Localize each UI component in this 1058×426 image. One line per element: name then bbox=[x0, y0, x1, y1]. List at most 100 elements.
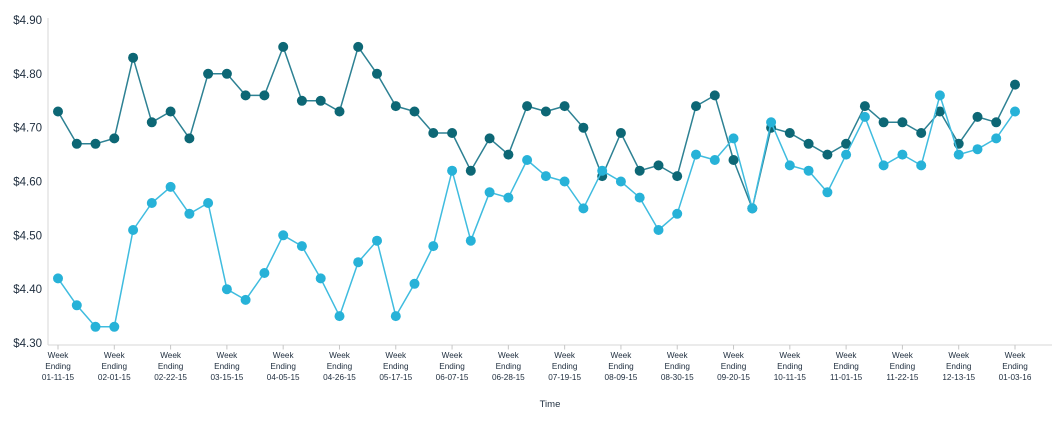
x-axis-tick-label: Week Ending 12-13-15 bbox=[942, 351, 975, 382]
dark-teal-series-point bbox=[296, 95, 307, 106]
light-blue-series-point bbox=[353, 257, 364, 268]
light-blue-series-point bbox=[784, 160, 795, 171]
dark-teal-series-point bbox=[916, 128, 927, 138]
light-blue-series-point bbox=[165, 181, 176, 192]
dark-teal-series-point bbox=[897, 117, 908, 128]
light-blue-series-point bbox=[841, 149, 852, 160]
y-axis-tick-label: $4.40 bbox=[13, 284, 42, 296]
dark-teal-series-point bbox=[540, 106, 551, 117]
light-blue-series-point bbox=[878, 160, 889, 171]
light-blue-series-point bbox=[409, 278, 420, 289]
y-axis-tick-label: $4.80 bbox=[13, 69, 42, 81]
light-blue-series-point bbox=[653, 225, 664, 235]
dark-teal-series-point bbox=[784, 128, 795, 138]
light-blue-series-point bbox=[672, 208, 683, 219]
light-blue-series-point bbox=[128, 225, 139, 235]
dark-teal-series-point bbox=[278, 41, 289, 52]
x-axis-tick-label: Week Ending 04-05-15 bbox=[267, 351, 300, 382]
light-blue-series-point bbox=[428, 241, 439, 252]
y-axis-tick-label: $4.60 bbox=[13, 177, 42, 189]
dark-teal-series-point bbox=[71, 138, 82, 149]
light-blue-series-point bbox=[184, 208, 195, 219]
dark-teal-series-point bbox=[672, 171, 683, 182]
x-axis-tick-label: Week Ending 01-11-15 bbox=[42, 351, 75, 382]
dark-teal-series-point bbox=[315, 95, 326, 106]
x-axis-tick-label: Week Ending 03-15-15 bbox=[210, 351, 243, 382]
x-axis-tick-label: Week Ending 05-17-15 bbox=[379, 351, 412, 382]
dark-teal-series-point bbox=[503, 149, 514, 160]
light-blue-series-line bbox=[57, 94, 1016, 328]
dark-teal-series-point bbox=[615, 128, 626, 138]
dark-teal-series-point bbox=[165, 106, 176, 117]
dark-teal-series-point bbox=[390, 101, 401, 112]
light-blue-series-point bbox=[1010, 106, 1020, 117]
x-axis-tick-label: Week Ending 04-26-15 bbox=[323, 351, 356, 382]
x-axis-tick-label: Week Ending 01-03-16 bbox=[999, 351, 1032, 382]
dark-teal-series-point bbox=[90, 138, 101, 149]
light-blue-series-point bbox=[278, 230, 289, 241]
y-axis-tick-label: $4.70 bbox=[13, 123, 42, 135]
light-blue-series-point bbox=[240, 294, 251, 305]
dark-teal-series-point bbox=[259, 90, 270, 101]
light-blue-series-point bbox=[691, 149, 701, 160]
light-blue-series-point bbox=[90, 321, 101, 332]
light-blue-series-point bbox=[447, 165, 458, 176]
dark-teal-series-point bbox=[447, 128, 458, 138]
y-axis-tick-label: $4.90 bbox=[13, 15, 42, 27]
dark-teal-series-point bbox=[184, 133, 195, 144]
light-blue-series-point bbox=[372, 235, 382, 246]
x-axis-title: Time bbox=[540, 399, 561, 410]
x-axis-tick-label: Week Ending 09-20-15 bbox=[717, 351, 750, 382]
dark-teal-series-point bbox=[203, 68, 214, 79]
light-blue-series-point bbox=[109, 321, 120, 332]
dark-teal-series-point bbox=[146, 117, 157, 128]
light-blue-series-point bbox=[916, 160, 927, 171]
light-blue-series-point bbox=[540, 171, 551, 182]
light-blue-series-point bbox=[315, 273, 326, 284]
light-blue-series-point bbox=[747, 203, 758, 214]
light-blue-series-point bbox=[597, 165, 608, 176]
light-blue-series-point bbox=[259, 268, 270, 278]
light-blue-series-point bbox=[71, 300, 82, 311]
dark-teal-series-point bbox=[972, 111, 983, 122]
light-blue-series-point bbox=[897, 149, 908, 160]
dark-teal-series-point bbox=[522, 101, 533, 112]
x-axis-tick-label: Week Ending 02-22-15 bbox=[154, 351, 187, 382]
light-blue-series-point bbox=[390, 311, 401, 322]
dark-teal-series-point bbox=[841, 138, 852, 149]
x-axis-tick-label: Week Ending 06-28-15 bbox=[492, 351, 525, 382]
light-blue-series-point bbox=[803, 165, 814, 176]
dark-teal-series-point bbox=[878, 117, 889, 128]
dark-teal-series-point bbox=[465, 165, 476, 176]
dark-teal-series-point bbox=[334, 106, 345, 117]
light-blue-series-point bbox=[503, 192, 514, 203]
x-axis-tick-label: Week Ending 11-01-15 bbox=[830, 351, 863, 382]
light-blue-series-point bbox=[484, 187, 495, 198]
dark-teal-series-point bbox=[559, 101, 570, 112]
dark-teal-series-point bbox=[934, 106, 945, 117]
dark-teal-series-point bbox=[109, 133, 120, 144]
light-blue-series-point bbox=[578, 203, 589, 214]
dark-teal-series-point bbox=[128, 52, 139, 63]
dark-teal-series-point bbox=[1010, 79, 1020, 90]
light-blue-series-point bbox=[766, 117, 777, 128]
light-blue-series-point bbox=[465, 235, 476, 246]
light-blue-series-point bbox=[934, 90, 945, 101]
dark-teal-series-point bbox=[634, 165, 645, 176]
y-axis-tick-label: $4.50 bbox=[13, 230, 42, 242]
light-blue-series-point bbox=[615, 176, 626, 187]
dark-teal-series-point bbox=[803, 138, 814, 149]
dark-teal-series-point bbox=[53, 106, 63, 117]
dark-teal-series-line bbox=[57, 46, 1016, 210]
y-axis-tick-label: $4.30 bbox=[13, 338, 42, 350]
dark-teal-series-point bbox=[691, 101, 701, 112]
dark-teal-series-point bbox=[709, 90, 720, 101]
dark-teal-series-point bbox=[653, 160, 664, 171]
x-axis-tick-label: Week Ending 11-22-15 bbox=[886, 351, 919, 382]
light-blue-series-point bbox=[728, 133, 739, 144]
light-blue-series-point bbox=[859, 111, 870, 122]
light-blue-series-point bbox=[146, 198, 157, 208]
x-axis-tick-label: Week Ending 10-11-15 bbox=[774, 351, 807, 382]
light-blue-series-point bbox=[522, 155, 533, 165]
